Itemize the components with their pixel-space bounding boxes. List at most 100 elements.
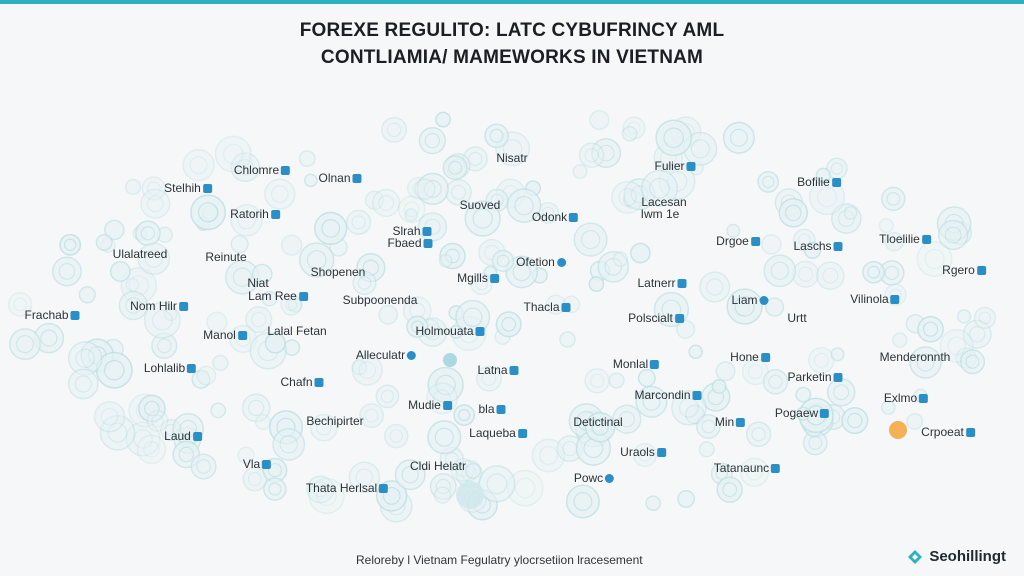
network-node-icon — [299, 242, 335, 278]
info-badge-icon — [656, 447, 666, 457]
network-node-icon — [135, 220, 161, 247]
network-node-icon — [505, 255, 539, 289]
network-node-icon — [792, 260, 820, 288]
network-label-text: Tloelilie — [879, 232, 920, 246]
network-node-icon — [308, 477, 345, 515]
brand: Seohillingt — [907, 548, 1006, 565]
page-title-line-2: CONTLIAMIA/ MAMEWORKS IN VIETNAM — [320, 47, 704, 68]
network-node-icon — [272, 427, 306, 461]
network-node-icon — [795, 386, 812, 403]
network-node-icon — [688, 344, 703, 360]
network-label: Tloelilie — [879, 232, 931, 246]
network-node-icon — [196, 365, 217, 386]
network-label: Min — [715, 415, 746, 429]
network-node-icon — [578, 142, 605, 168]
network-node-icon — [414, 178, 436, 200]
info-badge-icon — [820, 408, 830, 418]
network-node-icon — [309, 413, 338, 442]
network-node-icon — [261, 290, 278, 307]
network-label-text: Latnerr — [637, 276, 676, 290]
network-node-icon — [611, 180, 645, 214]
network-label: Fbaed — [387, 236, 433, 250]
network-label-text: Alleculatr — [355, 348, 406, 362]
network-node-icon — [351, 354, 383, 386]
network-node-icon — [59, 233, 82, 256]
network-label: Lohlalib — [144, 361, 197, 375]
network-node-icon — [404, 208, 418, 222]
network-node-icon — [264, 332, 286, 354]
network-label: Shopenen — [311, 265, 366, 279]
network-label-text: Pogaew — [774, 406, 819, 420]
accent-node-icon — [889, 421, 907, 439]
network-node-icon — [371, 188, 401, 218]
network-label: Lam Ree — [248, 289, 308, 303]
network-label: Latnerr — [637, 276, 687, 290]
network-node-icon — [588, 276, 605, 292]
network-node-icon — [137, 242, 171, 275]
network-label-text: Ulalatreed — [112, 247, 168, 261]
info-badge-icon — [569, 212, 579, 222]
network-node-icon — [495, 311, 522, 338]
info-badge-icon — [650, 359, 660, 369]
network-node-icon — [298, 150, 316, 168]
network-node-icon — [484, 123, 509, 149]
network-node-icon — [862, 260, 885, 284]
network-label: Holmouata — [415, 324, 485, 338]
network-node-icon — [698, 441, 715, 458]
network-node-icon — [884, 231, 904, 252]
network-node-icon — [67, 368, 99, 400]
network-label-text: Niat — [247, 276, 269, 290]
info-badge-icon — [509, 365, 519, 375]
network-label-text: Menderonnth — [879, 350, 951, 364]
network-label: Chafn — [280, 375, 324, 389]
network-node-icon — [621, 125, 638, 142]
network-node-icon — [455, 299, 491, 335]
network-node-icon — [572, 164, 588, 179]
network-label: Ofetion — [516, 255, 566, 269]
top-accent-bar — [0, 0, 1024, 4]
network-label-text: Mudie — [408, 398, 441, 412]
network-label: Iwm 1e — [641, 207, 680, 221]
network-label: Lacesan — [641, 195, 686, 209]
network-label-text: Shopenen — [310, 265, 366, 279]
network-label: Manol — [203, 328, 247, 342]
network-node-icon — [348, 461, 381, 494]
page-title-line-1: FOREXE REGULITO: LATC CYBUFRINCY AML — [299, 20, 725, 41]
network-label-text: Marcondin — [634, 388, 691, 402]
network-label-text: Chlomre — [233, 163, 280, 177]
network-node-icon — [124, 178, 142, 196]
network-label: Ratorih — [230, 207, 280, 221]
network-node-icon — [143, 301, 181, 339]
network-node-icon — [191, 369, 211, 389]
network-label: Cldi Helatr — [410, 459, 466, 473]
network-node-icon — [559, 331, 576, 348]
network-node-icon — [394, 459, 426, 491]
info-badge-icon — [178, 301, 188, 311]
network-label: Lalal Fetan — [267, 324, 326, 338]
network-label: Olnan — [318, 171, 362, 185]
info-badge-icon — [298, 291, 308, 301]
network-label: Frachab — [24, 308, 80, 322]
network-node-icon — [938, 219, 969, 251]
network-node-icon — [843, 205, 858, 220]
brand-logo-icon — [908, 549, 923, 564]
network-node-icon — [917, 315, 944, 343]
network-label-text: Nisatr — [496, 151, 528, 165]
network-label: Fulier — [654, 159, 696, 173]
network-label-text: Ofetion — [516, 255, 555, 269]
network-node-icon — [816, 261, 845, 290]
network-label: Thata Herlsal — [306, 481, 389, 495]
info-badge-icon — [379, 483, 389, 493]
network-label-text: Drgoe — [716, 234, 749, 248]
network-node-icon — [683, 131, 718, 166]
network-node-icon — [136, 434, 167, 465]
info-badge-icon — [686, 161, 696, 171]
network-node-icon — [109, 261, 131, 282]
network-node-icon — [383, 423, 409, 449]
network-label: Uraols — [620, 445, 666, 459]
network-node-icon — [125, 277, 140, 292]
network-node-icon — [630, 242, 651, 264]
network-node-icon — [303, 173, 318, 188]
info-badge-icon — [760, 352, 770, 362]
